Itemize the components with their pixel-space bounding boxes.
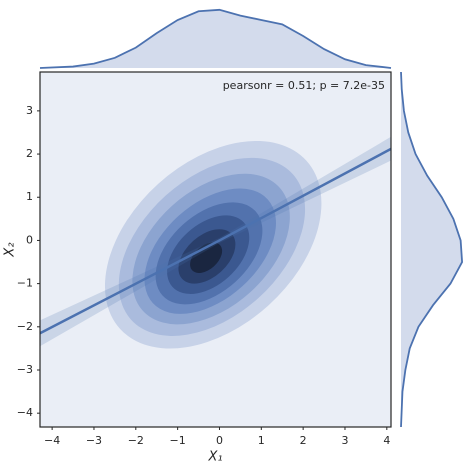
y-tick-label: 0 (26, 233, 33, 246)
y-tick-label: 1 (26, 190, 33, 203)
y-tick-label: −3 (17, 363, 33, 376)
y-tick-label: −2 (17, 320, 33, 333)
y-tick-label: 2 (26, 147, 33, 160)
x-tick-label: 1 (258, 434, 265, 447)
x-tick-label: −3 (86, 434, 102, 447)
right-density-fill (401, 72, 463, 427)
y-tick-label: 3 (26, 104, 33, 117)
top-density (39, 8, 392, 69)
top-density-fill (40, 9, 391, 68)
x-tick-label: 3 (341, 434, 348, 447)
regression-line (39, 147, 392, 335)
y-tick-label: −4 (17, 406, 33, 419)
x-tick-label: 0 (216, 434, 223, 447)
right-density (400, 71, 464, 428)
density-contour (190, 242, 223, 273)
x-tick-label: −1 (170, 434, 186, 447)
x-axis-label: X₁ (207, 450, 222, 465)
x-tick-label: 4 (383, 434, 390, 447)
y-tick-label: −1 (17, 277, 33, 290)
plot-frame (39, 71, 392, 428)
x-tick-label: −2 (128, 434, 144, 447)
y-axis-label: X₂ (3, 242, 18, 257)
x-tick-label: −4 (44, 434, 60, 447)
annotation: pearsonr = 0.51; p = 7.2e-35 (223, 79, 385, 92)
x-tick-label: 2 (300, 434, 307, 447)
